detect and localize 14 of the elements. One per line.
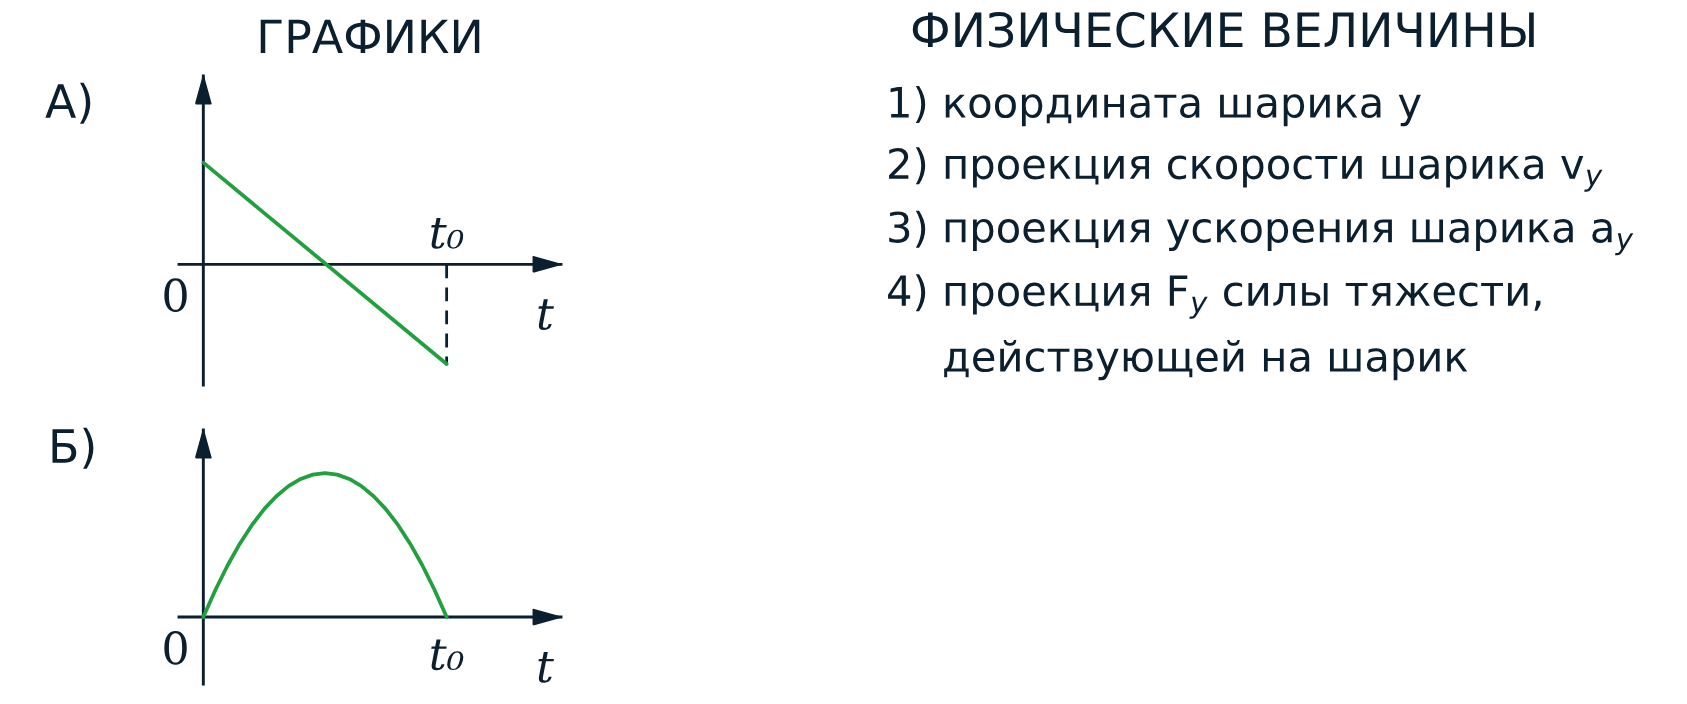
chart-title: ГРАФИКИ — [260, 19, 480, 54]
text: 1) координата шарика y — [890, 85, 1421, 127]
chart-subtitle: А) — [45, 82, 91, 124]
text: 2) проекция скорости шарика v$_{y}$ — [889, 147, 1603, 192]
text: 4) проекция F$_{y}$ силы тяжести, действующей на шарик — [888, 274, 1541, 381]
x-axis-title: t — [538, 651, 554, 683]
annotation: t₀ — [431, 217, 464, 249]
annotation: 0 — [164, 278, 187, 312]
text: 3) проекция ускорения шарика a$_{y}$ — [889, 210, 1634, 256]
text: 0 — [164, 631, 187, 665]
text: ФИЗИЧЕСКИЕ ВЕЛИЧИНЫ — [912, 11, 1534, 48]
text: t₀ — [431, 639, 464, 671]
x-axis-title: t — [538, 299, 554, 331]
chart-subtitle: Б) — [52, 427, 94, 469]
